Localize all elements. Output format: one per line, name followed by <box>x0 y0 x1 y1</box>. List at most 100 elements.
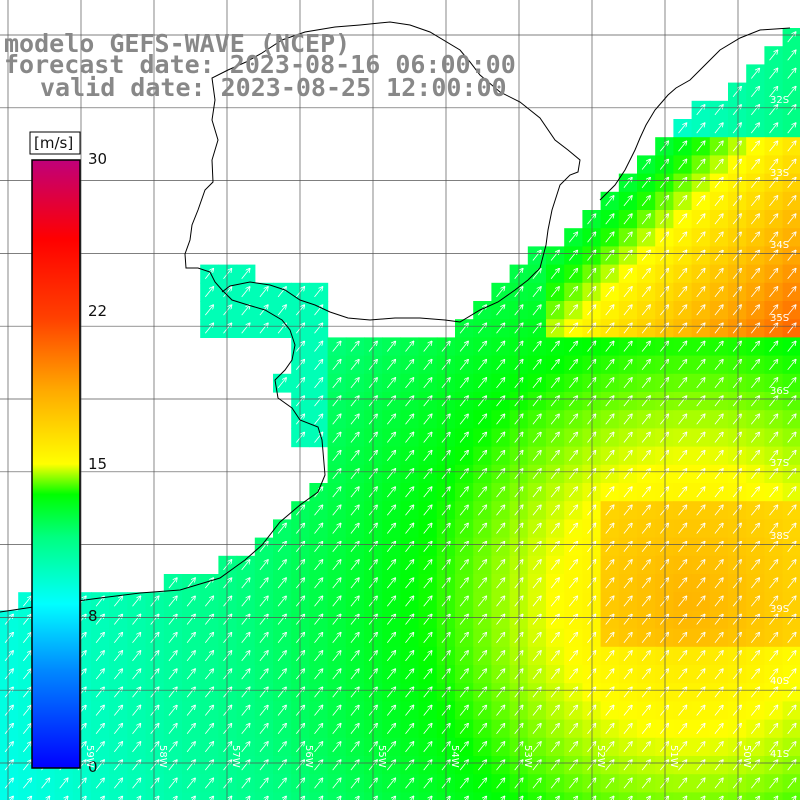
wind-arrow <box>423 342 432 352</box>
wind-arrow <box>95 651 104 662</box>
wind-arrow <box>150 706 159 716</box>
lat-label: 37S <box>770 458 790 469</box>
wave-cell <box>145 701 165 721</box>
wind-arrow <box>332 414 341 425</box>
wave-cell <box>764 264 784 284</box>
wind-arrow <box>22 651 31 662</box>
wave-cell <box>527 264 547 284</box>
wind-arrow <box>150 651 159 662</box>
wave-cell <box>728 137 747 156</box>
wind-arrow <box>696 451 705 461</box>
wave-cell <box>564 246 583 266</box>
wave-cell <box>309 519 329 539</box>
wind-arrow <box>623 414 632 425</box>
wave-cell <box>691 173 711 193</box>
wind-arrow <box>496 651 505 662</box>
wind-arrow <box>132 706 141 716</box>
wave-cell <box>382 701 401 721</box>
wind-arrow <box>714 596 723 607</box>
wind-arrow <box>787 32 796 43</box>
wave-cell <box>618 410 638 429</box>
wind-arrow <box>332 505 341 516</box>
wave-cell <box>236 301 256 320</box>
wind-arrow <box>659 160 668 170</box>
wind-arrow <box>714 487 723 498</box>
wave-cell <box>345 355 365 375</box>
wave-cell <box>418 337 438 357</box>
wind-arrow <box>168 615 177 625</box>
wind-arrow <box>714 669 723 680</box>
wind-arrow <box>641 342 650 352</box>
wave-cell <box>309 537 329 557</box>
wave-cell <box>691 756 711 775</box>
wave-cell <box>764 646 784 666</box>
wave-cell <box>673 519 693 539</box>
wind-arrow <box>678 378 687 389</box>
wind-arrow <box>314 487 323 498</box>
wave-cell <box>327 373 347 393</box>
wave-cell <box>709 228 729 247</box>
wave-cell <box>637 155 656 175</box>
lat-label: 40S <box>770 676 790 687</box>
wave-cell <box>728 537 747 557</box>
wave-cell <box>709 501 729 520</box>
wind-arrow <box>605 323 614 334</box>
wind-arrow <box>696 378 705 389</box>
wind-arrow <box>641 414 650 425</box>
wind-arrow <box>714 251 723 261</box>
wave-cell <box>527 592 547 611</box>
wind-arrow <box>350 542 359 552</box>
wave-cell <box>728 501 747 520</box>
wave-cell <box>236 319 256 338</box>
wind-arrow <box>714 160 723 170</box>
wind-arrow <box>132 687 141 698</box>
wave-cell <box>746 119 765 138</box>
wave-cell <box>127 646 147 666</box>
wave-cell <box>655 173 674 193</box>
wave-cell <box>418 410 438 429</box>
wave-cell <box>673 501 693 520</box>
wave-cell <box>364 592 383 611</box>
wave-cell <box>618 228 638 247</box>
wave-cell <box>145 628 165 648</box>
wave-cell <box>491 646 511 666</box>
wave-cell <box>527 665 547 684</box>
wave-cell <box>291 355 310 375</box>
wind-arrow <box>787 451 796 461</box>
wind-arrow <box>750 251 759 261</box>
wind-arrow <box>223 323 232 334</box>
wind-arrow <box>477 524 486 534</box>
wind-arrow <box>587 269 596 279</box>
wave-cell <box>764 137 784 156</box>
wave-cell <box>473 410 492 429</box>
wave-cell <box>618 774 638 793</box>
wind-arrow <box>714 196 723 207</box>
wave-cell <box>728 355 747 375</box>
wind-arrow <box>750 469 759 480</box>
wind-arrow <box>787 633 796 643</box>
wind-arrow <box>241 724 250 734</box>
wind-arrow <box>678 251 687 261</box>
wave-cell <box>527 555 547 575</box>
wave-cell <box>764 191 784 211</box>
wave-cell <box>600 337 620 357</box>
wind-arrow <box>732 615 741 625</box>
wave-cell <box>746 355 765 375</box>
wind-arrow <box>332 560 341 571</box>
wind-arrow <box>550 287 559 298</box>
wave-cell <box>546 756 565 775</box>
wind-arrow <box>714 578 723 589</box>
wave-cell <box>291 410 310 429</box>
wave-cell <box>109 737 128 757</box>
wind-arrow <box>696 542 705 552</box>
wind-arrow <box>605 414 614 425</box>
wave-cell <box>418 756 438 775</box>
wind-arrow <box>678 305 687 316</box>
wind-arrow <box>223 669 232 680</box>
wave-cell <box>309 373 329 393</box>
wave-cell <box>637 792 656 800</box>
wave-cell <box>527 519 547 539</box>
wave-cell <box>491 501 511 520</box>
wind-arrow <box>168 706 177 716</box>
wave-cell <box>728 792 747 800</box>
